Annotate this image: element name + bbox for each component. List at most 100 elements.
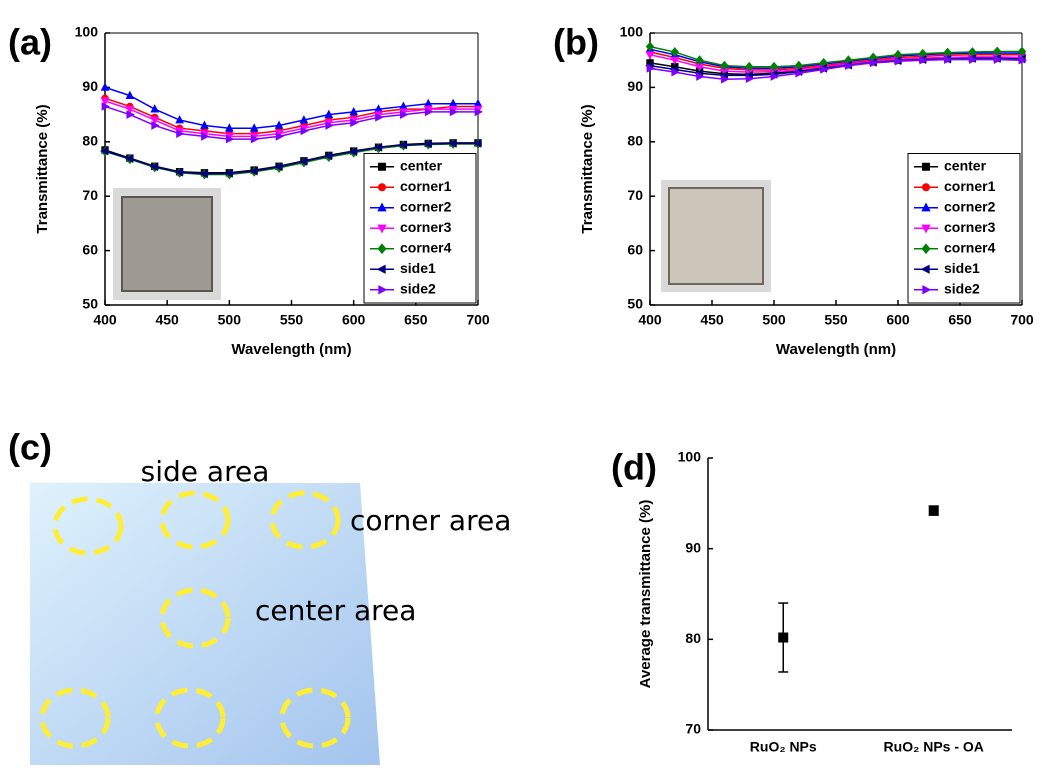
marker: [944, 55, 953, 65]
marker: [894, 56, 903, 66]
marker: [400, 110, 409, 119]
marker: [151, 121, 160, 130]
panel-label: (b): [553, 22, 599, 63]
y-tick-label: 80: [627, 133, 643, 149]
marker: [993, 46, 1002, 57]
marker: [424, 107, 434, 117]
y-axis-label: Transmittance (%): [34, 104, 51, 233]
y-tick-label: 80: [685, 630, 701, 646]
x-tick-label: 650: [404, 312, 428, 328]
marker: [869, 58, 879, 68]
legend-label: corner2: [944, 198, 996, 214]
legend-marker: [376, 264, 386, 274]
marker: [695, 55, 704, 66]
legend-marker: [920, 264, 930, 274]
marker: [1018, 55, 1027, 65]
marker: [769, 61, 779, 72]
area-circle: [39, 687, 111, 749]
legend-label: center: [400, 157, 443, 173]
marker: [423, 139, 432, 149]
y-axis-label: Transmittance (%): [579, 104, 596, 233]
series-line: [104, 142, 478, 175]
marker: [820, 65, 829, 74]
marker: [919, 55, 928, 65]
marker: [845, 61, 854, 70]
marker: [373, 142, 382, 152]
glass-substrate: [30, 483, 380, 765]
y-tick-label: 70: [82, 187, 98, 203]
panel-label: (c): [8, 427, 52, 468]
legend-label: corner2: [400, 198, 452, 214]
x-tick-label: 650: [948, 312, 972, 328]
x-tick-label: 700: [466, 312, 490, 328]
y-tick-label: 90: [627, 78, 643, 94]
marker: [928, 505, 939, 516]
series-line: [649, 54, 1023, 73]
x-tick-label: 400: [638, 312, 662, 328]
legend-marker: [922, 183, 930, 192]
y-tick-label: 70: [627, 187, 643, 203]
marker: [770, 72, 779, 81]
area-circle: [159, 490, 231, 550]
series-line: [649, 48, 1022, 70]
area-circle: [159, 587, 231, 649]
x-tick-label: RuO₂ NPs - OA: [884, 739, 984, 755]
marker: [646, 64, 655, 73]
x-tick-label: 600: [886, 312, 910, 328]
marker: [175, 115, 184, 124]
legend-label: corner4: [400, 239, 452, 255]
y-tick-label: 50: [627, 296, 643, 312]
marker: [795, 68, 804, 78]
marker: [249, 123, 259, 132]
legend-label: corner3: [944, 219, 996, 235]
legend-marker: [377, 224, 387, 234]
marker: [969, 55, 978, 65]
marker: [349, 106, 359, 116]
marker: [201, 132, 210, 141]
area-circle: [269, 490, 341, 550]
marker: [670, 47, 679, 57]
marker: [275, 132, 284, 141]
area-label: center area: [255, 594, 416, 627]
y-tick-label: 60: [627, 241, 643, 257]
marker: [350, 118, 359, 128]
legend-marker: [377, 243, 387, 255]
y-tick-label: 90: [82, 78, 98, 94]
marker: [200, 120, 209, 129]
series-line: [649, 45, 1022, 68]
legend-label: side2: [944, 280, 980, 296]
inset-photo: [668, 187, 764, 285]
marker: [448, 139, 457, 148]
x-tick-label: 700: [1010, 312, 1034, 328]
marker: [199, 169, 208, 179]
marker: [100, 97, 110, 106]
legend-label: side1: [944, 260, 980, 276]
legend-marker: [921, 202, 931, 212]
marker: [778, 632, 789, 643]
series-line: [104, 100, 478, 138]
marker: [474, 107, 483, 117]
marker: [993, 55, 1003, 65]
area-circle: [279, 687, 351, 749]
marker: [125, 90, 135, 99]
marker: [745, 61, 754, 72]
panel-label: (a): [8, 22, 52, 63]
marker: [100, 146, 109, 156]
series-line: [104, 97, 478, 135]
marker: [348, 147, 358, 156]
legend-label: side2: [400, 280, 436, 296]
x-tick-label: 450: [155, 312, 179, 328]
marker: [150, 116, 160, 125]
series-line: [649, 57, 1023, 77]
marker: [224, 169, 233, 178]
area-markers: [39, 490, 351, 749]
y-tick-label: 100: [678, 449, 702, 465]
x-tick-label: 550: [280, 312, 304, 328]
marker: [274, 120, 284, 129]
y-tick-label: 80: [82, 133, 98, 149]
x-tick-label: 400: [93, 312, 117, 328]
series-line: [649, 58, 1023, 80]
marker: [299, 157, 308, 166]
marker: [325, 121, 334, 130]
legend-label: corner4: [944, 239, 996, 255]
